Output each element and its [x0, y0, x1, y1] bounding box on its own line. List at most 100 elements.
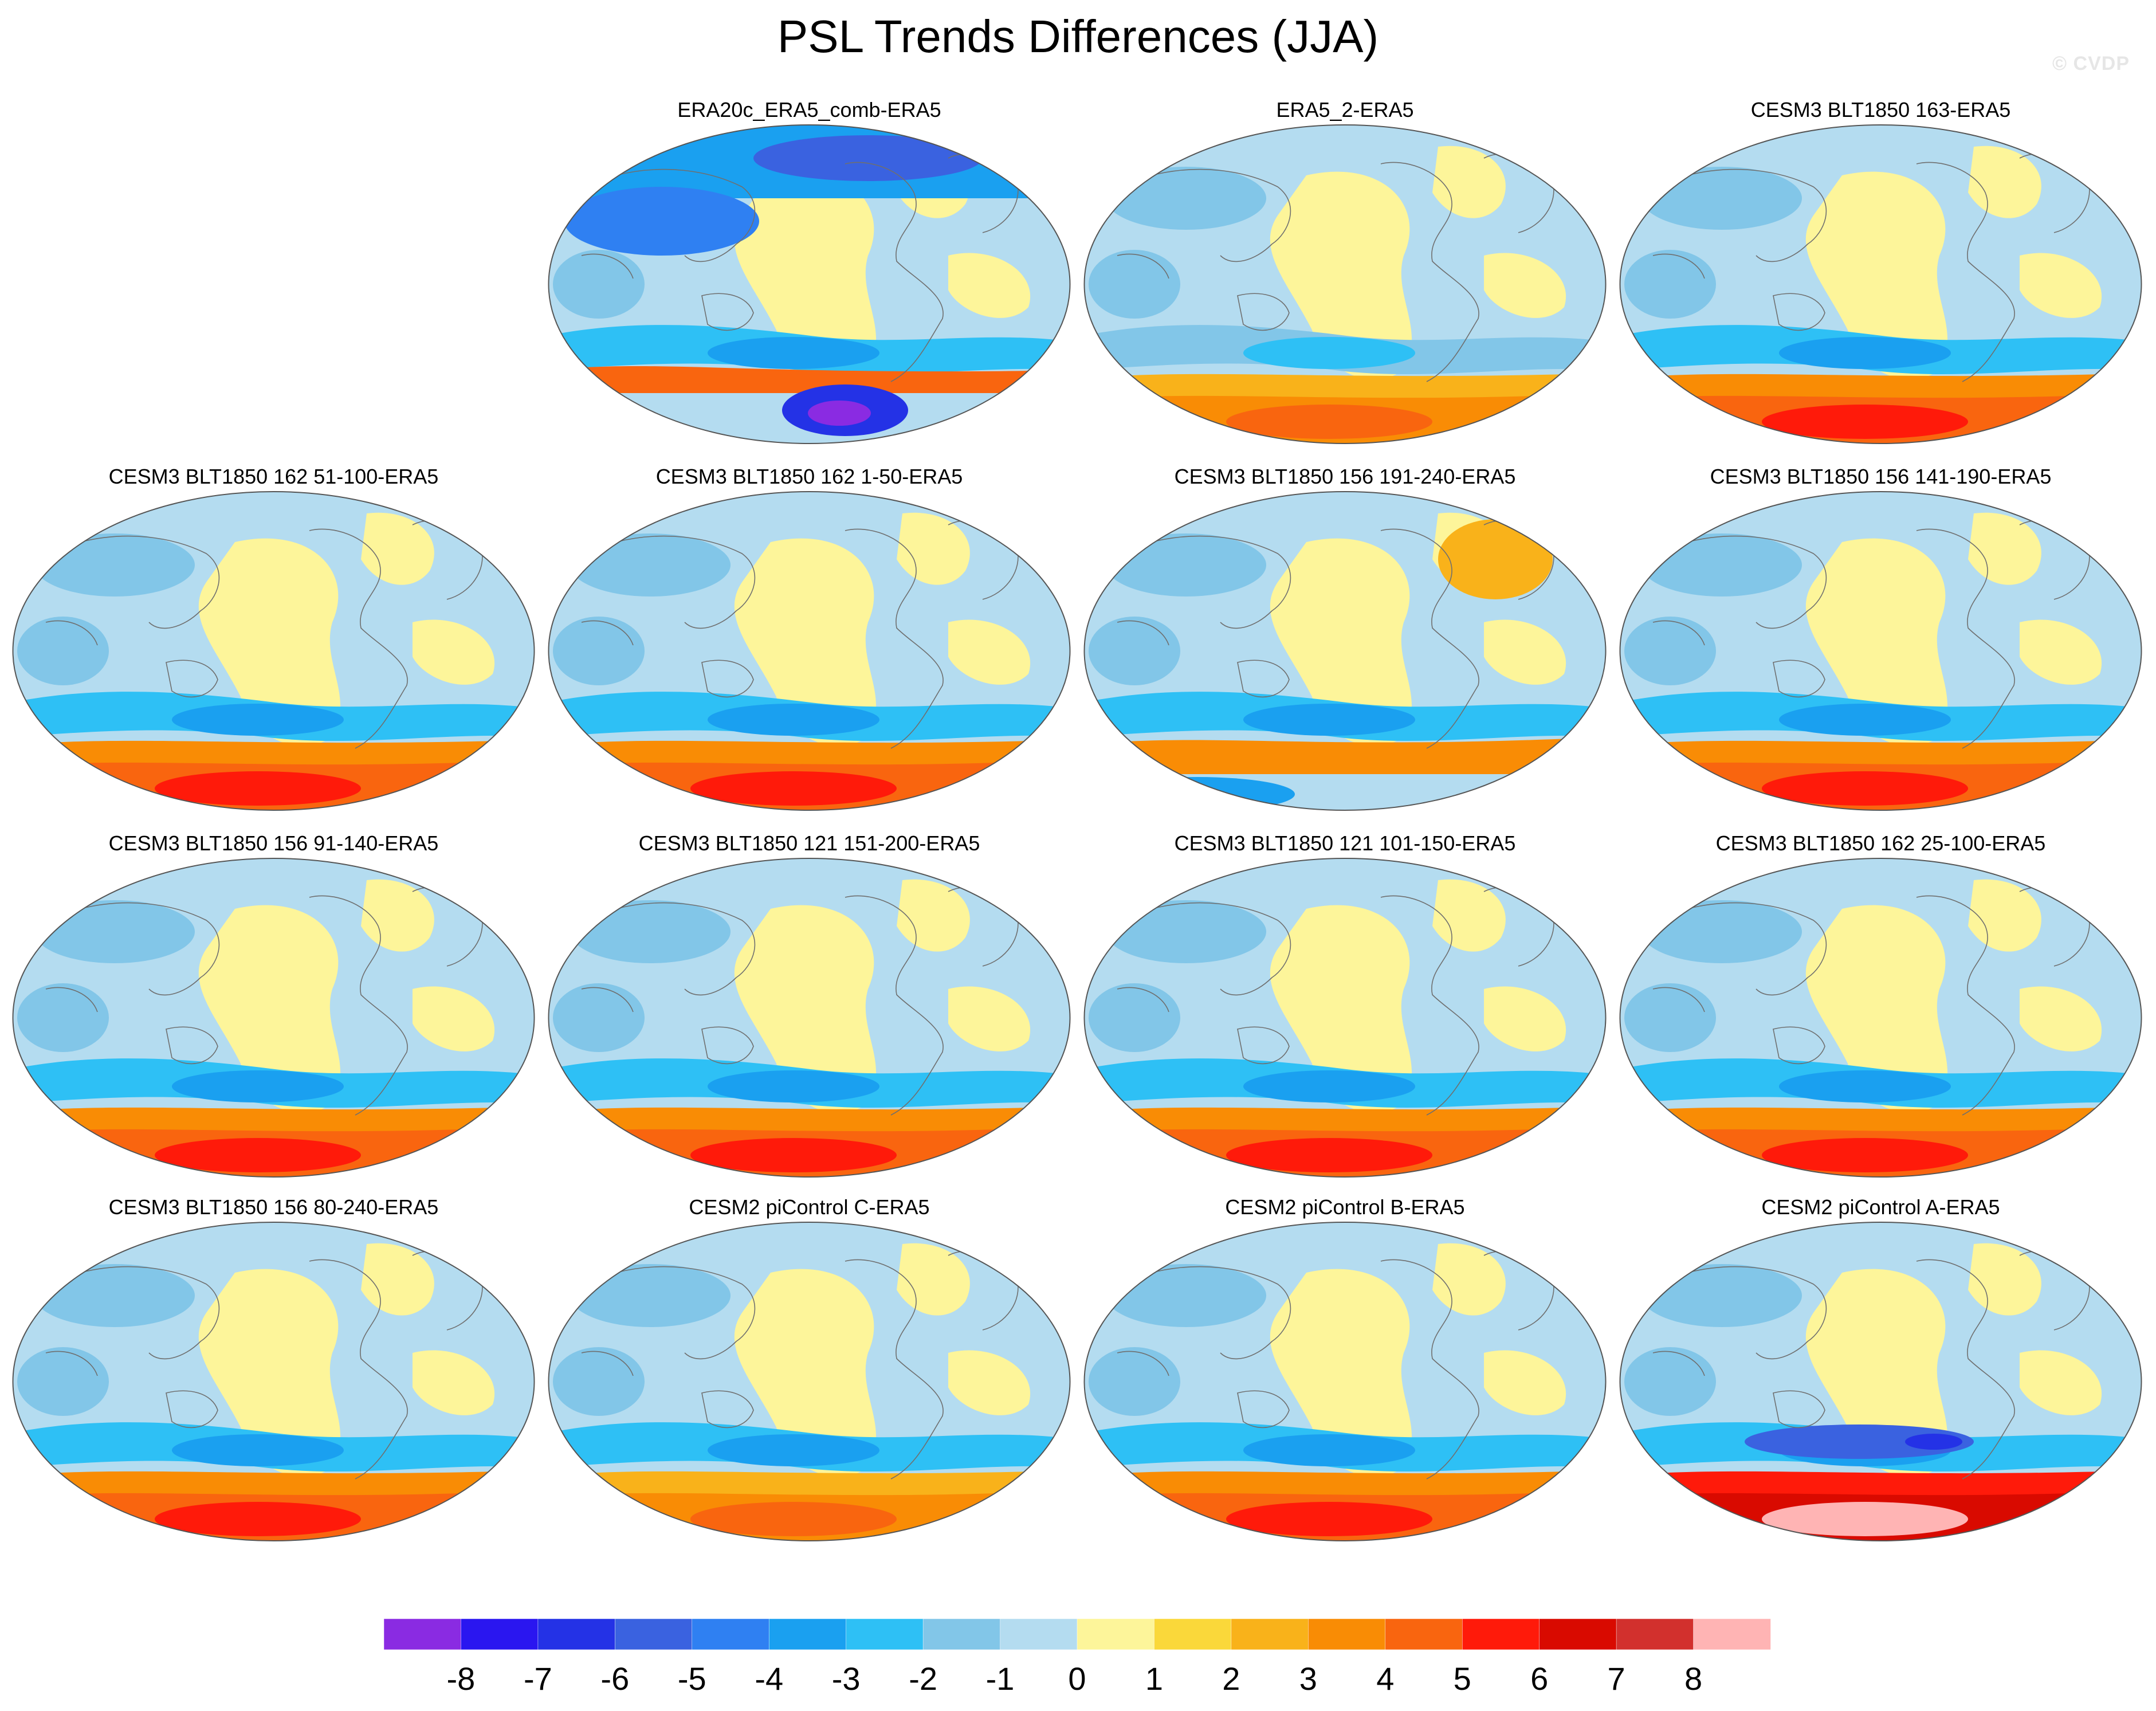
field-negative-southern-core — [1779, 704, 1951, 736]
field-negative-asia — [1641, 533, 1802, 597]
map-svg — [548, 858, 1071, 1178]
coastline-3 — [581, 987, 634, 1013]
field-positive-north-america — [897, 1243, 970, 1316]
coastline-2 — [1687, 1266, 1827, 1360]
field-negative-asia — [34, 533, 195, 597]
field-positive-antarctic-core — [1762, 1138, 1968, 1172]
panel-title: CESM3 BLT1850 162 51-100-ERA5 — [108, 465, 439, 488]
colorbar-swatch-8 — [1000, 1618, 1078, 1650]
field-positive-tropics — [1805, 1269, 1948, 1477]
colorbar-swatch-5 — [768, 1618, 847, 1650]
coastline-2 — [1687, 902, 1827, 996]
colorbar-tick-label: 8 — [1684, 1661, 1702, 1697]
coastline-4 — [166, 660, 218, 698]
coastline-0 — [1380, 162, 1479, 382]
panel-title: CESM3 BLT1850 156 91-140-ERA5 — [108, 831, 439, 855]
colorbar-swatch-13 — [1385, 1618, 1463, 1650]
field-positive-atlantic — [413, 619, 495, 685]
map-svg — [1619, 124, 2142, 444]
map-svg — [1083, 1222, 1607, 1541]
coastline-2 — [80, 902, 220, 996]
field-positive-atlantic — [948, 986, 1031, 1051]
colorbar-swatch-17 — [1693, 1618, 1771, 1650]
map-panel: CESM3 BLT1850 162 1-50-ERA5 — [541, 464, 1077, 831]
colorbar-swatch-14 — [1462, 1618, 1540, 1650]
field-positive-antarctic-core — [1226, 1502, 1432, 1536]
field-negative-polar-peak — [808, 401, 871, 426]
field-positive-north-america — [1432, 879, 1506, 952]
field-negative-indian — [553, 617, 645, 685]
coastline-3 — [1652, 253, 1705, 279]
map-panel: CESM3 BLT1850 156 91-140-ERA5 — [6, 831, 541, 1198]
panel-title: CESM3 BLT1850 121 101-150-ERA5 — [1174, 831, 1516, 855]
field-positive-north-america — [1968, 146, 2041, 218]
field-negative-arctic-core — [753, 135, 983, 181]
panel-title: ERA5_2-ERA5 — [1276, 98, 1414, 121]
colorbar-swatch-0 — [383, 1618, 462, 1650]
field-positive-tropics — [1805, 905, 1948, 1113]
map-panel: CESM3 BLT1850 156 141-190-ERA5 — [1613, 464, 2149, 831]
colorbar-swatch-1 — [461, 1618, 539, 1650]
map-outline — [1083, 124, 1607, 444]
field-positive-atlantic — [1484, 619, 1566, 685]
field-negative-asia — [1641, 167, 1802, 230]
page-title: PSL Trends Differences (JJA) — [777, 11, 1379, 62]
field-positive-north-america — [897, 879, 970, 952]
field-positive-tropics — [1270, 538, 1412, 746]
field-negative-southern-core — [708, 704, 879, 736]
field-negative-southern-core — [708, 1070, 879, 1102]
colorbar-tick-label: 1 — [1145, 1661, 1163, 1697]
coastline-4 — [1237, 1390, 1290, 1429]
field-negative-southern-core — [1779, 337, 1951, 369]
field-positive-tropics — [1270, 1269, 1412, 1477]
field-positive-tropics — [734, 538, 877, 746]
coastline-0 — [309, 895, 408, 1116]
panel-title: CESM3 BLT1850 162 1-50-ERA5 — [655, 465, 963, 488]
colorbar-swatch-9 — [1077, 1618, 1155, 1650]
colorbar-tick-label: -8 — [447, 1661, 476, 1697]
coastline-4 — [1237, 1026, 1290, 1065]
colorbar-tick-label: -2 — [909, 1661, 937, 1697]
field-negative-southern-core — [1779, 1070, 1951, 1102]
field-positive-atlantic — [1484, 1350, 1566, 1415]
map-panel: CESM3 BLT1850 156 80-240-ERA5 — [6, 1195, 541, 1561]
field-positive-north-america — [361, 1243, 434, 1316]
coastline-2 — [1151, 535, 1291, 629]
colorbar-tick-label: -3 — [832, 1661, 861, 1697]
colorbar: -8 -7 -6 -5 -4 -3 -2 -1 0 1 2 3 4 5 6 7 8 — [383, 1618, 1771, 1697]
field-positive-atlantic — [948, 253, 1031, 318]
field-positive-antarctic-core — [1762, 405, 1968, 439]
coastline-0 — [1380, 1259, 1479, 1480]
field-positive-north-america — [897, 512, 970, 585]
coastline-4 — [166, 1390, 218, 1429]
colorbar-tick-label: 5 — [1454, 1661, 1471, 1697]
coastline-3 — [1652, 1351, 1705, 1376]
field-negative-indian — [1624, 617, 1716, 685]
panel-title: CESM2 piControl A-ERA5 — [1761, 1195, 2000, 1219]
field-positive-atlantic — [1484, 986, 1566, 1051]
panel-title: CESM3 BLT1850 162 25-100-ERA5 — [1715, 831, 2046, 855]
coastline-4 — [1237, 293, 1290, 331]
field-positive-north-america — [1432, 146, 1506, 218]
field-negative-indian — [1624, 1347, 1716, 1416]
field-negative-southern-core — [1243, 704, 1415, 736]
field-positive-atlantic — [948, 1350, 1031, 1415]
coastline-2 — [1151, 902, 1291, 996]
panel-title: CESM2 piControl B-ERA5 — [1225, 1195, 1465, 1219]
coastline-4 — [701, 660, 754, 698]
field-positive-antarctic-core — [690, 1502, 897, 1536]
colorbar-tick-label: 2 — [1222, 1661, 1240, 1697]
map-outline — [548, 1222, 1071, 1541]
field-negative-asia — [1106, 1264, 1266, 1327]
coastline-4 — [701, 1390, 754, 1429]
map-svg — [1083, 124, 1607, 444]
coastline-3 — [45, 1351, 98, 1376]
map-svg — [12, 1222, 535, 1541]
panel-title: CESM3 BLT1850 121 151-200-ERA5 — [638, 831, 980, 855]
field-negative-indian — [1624, 250, 1716, 319]
field-positive-atlantic — [2020, 253, 2102, 318]
field-positive-north-america — [1968, 1243, 2041, 1316]
field-positive-tropics — [198, 905, 341, 1113]
field-negative-southern-core — [1243, 337, 1415, 369]
coastline-3 — [581, 1351, 634, 1376]
